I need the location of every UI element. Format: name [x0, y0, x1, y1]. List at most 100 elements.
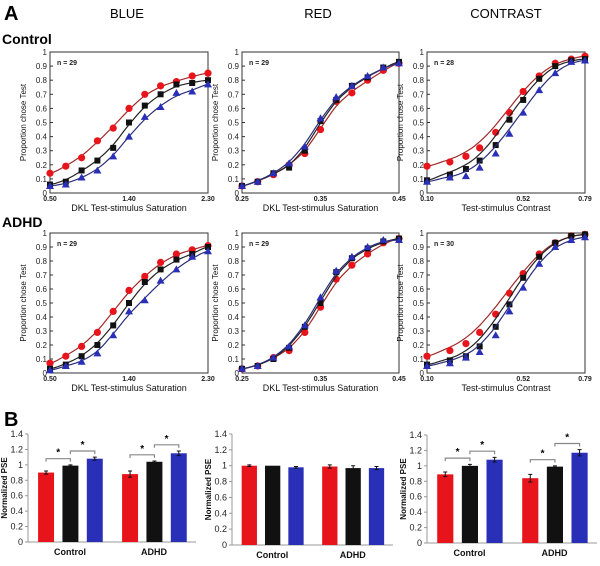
x-axis-label: DKL Test-stimulus Saturation: [263, 203, 379, 213]
significance-bracket: [129, 454, 156, 458]
y-axis-label: Proportion chose Test: [396, 264, 405, 342]
data-point-red: [109, 307, 117, 315]
data-point-black: [157, 266, 164, 273]
x-axis-label: Test-stimulus Contrast: [461, 383, 551, 393]
y-tick-label: 0.5: [413, 299, 425, 308]
sample-size-annotation: n = 29: [249, 60, 269, 67]
y-axis-label: Normalized PSE: [0, 457, 9, 519]
data-point-red: [364, 250, 372, 258]
y-tick-label: 0: [420, 189, 425, 198]
data-point-blue: [172, 88, 181, 96]
y-tick-label: 0.6: [36, 104, 48, 113]
significance-bracket: [469, 450, 496, 455]
bar-blue: [486, 459, 503, 543]
error-bar: [128, 470, 133, 478]
fit-curve-blue: [241, 62, 400, 187]
bar-black: [265, 465, 281, 545]
data-point-blue: [475, 163, 484, 171]
y-tick-label: 0.9: [413, 243, 425, 252]
x-tick-label: 2.30: [201, 196, 215, 203]
significance-bracket: [69, 450, 96, 454]
y-tick-label: 0.5: [36, 299, 48, 308]
data-point-blue: [332, 93, 341, 101]
y-tick-label: 0.4: [36, 133, 48, 142]
y-tick-label: 0.8: [228, 257, 240, 266]
fit-curve-red: [426, 55, 586, 167]
error-bar: [68, 464, 73, 467]
sample-size-annotation: n = 30: [434, 241, 454, 248]
y-tick-label: 0.7: [36, 271, 48, 280]
data-point-red: [446, 158, 454, 166]
y-tick-label: 1.2: [10, 444, 23, 454]
y-tick-label: 0.5: [228, 299, 240, 308]
data-point-red: [46, 169, 54, 177]
y-tick-label: 0.9: [228, 243, 240, 252]
data-point-blue: [188, 252, 197, 260]
data-point-blue: [581, 233, 589, 241]
significance-bracket: [529, 459, 556, 463]
x-tick-label: 0.50: [43, 376, 57, 383]
error-bar: [467, 463, 472, 468]
data-point-black: [286, 164, 293, 171]
data-point-red: [46, 359, 54, 367]
data-point-red: [423, 352, 431, 360]
data-point-black: [110, 144, 117, 151]
data-point-blue: [253, 362, 262, 369]
y-tick-label: 0: [420, 369, 425, 378]
column-title-red: RED: [304, 6, 331, 21]
significance-bracket: [444, 457, 471, 462]
y-tick-label: 0.7: [228, 90, 240, 99]
y-tick-label: 0.6: [228, 104, 240, 113]
data-point-blue: [109, 331, 118, 339]
y-tick-label: 0.6: [10, 491, 23, 501]
data-point-black: [476, 343, 483, 350]
data-point-blue: [300, 142, 309, 150]
y-tick-label: 0.6: [413, 285, 425, 294]
bar-blue: [170, 453, 187, 542]
category-label: ADHD: [340, 550, 366, 560]
y-tick-label: 0.1: [228, 175, 240, 184]
data-point-blue: [172, 265, 181, 273]
data-point-blue: [77, 357, 86, 365]
data-point-blue: [445, 359, 454, 367]
significance-marker: *: [456, 447, 460, 458]
data-point-black: [78, 167, 85, 174]
data-point-red: [462, 340, 470, 348]
y-tick-label: 0.3: [228, 147, 240, 156]
fit-curve-red: [426, 233, 586, 357]
column-title-blue: BLUE: [110, 6, 144, 21]
y-tick-label: 1: [235, 229, 240, 238]
y-tick-label: 0.4: [228, 313, 240, 322]
data-point-blue: [567, 57, 576, 65]
data-point-red: [141, 272, 149, 280]
error-bar: [443, 471, 448, 478]
bar-blue: [86, 458, 103, 542]
data-point-black: [205, 77, 211, 84]
significance-marker: *: [165, 434, 169, 445]
data-point-red: [141, 90, 149, 98]
data-point-blue: [567, 236, 576, 243]
data-point-red: [348, 89, 356, 97]
data-point-red: [301, 328, 309, 336]
data-point-black: [520, 96, 527, 103]
sample-size-annotation: n = 29: [57, 60, 77, 67]
chart-a-adhd-red: 0 0.1 0.2 0.3 0.4 0.5 0.6 0.7 0.8 0.9 1 0.25 0.35 0.4…: [211, 229, 406, 393]
significance-bracket: [45, 458, 72, 462]
y-tick-label: 0.6: [36, 285, 48, 294]
fit-curve-blue: [426, 59, 586, 183]
data-point-black: [536, 75, 543, 82]
data-point-red: [348, 261, 356, 269]
y-tick-label: 0: [417, 538, 422, 548]
y-tick-label: 0.1: [413, 175, 425, 184]
bar-black: [146, 461, 163, 542]
data-point-black: [94, 342, 101, 348]
data-point-red: [157, 258, 165, 266]
x-axis-label: DKL Test-stimulus Saturation: [263, 383, 379, 393]
bar-red: [122, 474, 139, 542]
data-point-blue: [93, 349, 102, 357]
error-bar: [492, 456, 497, 463]
x-tick-label: 0.79: [578, 376, 592, 383]
x-tick-label: 0.52: [516, 196, 530, 203]
y-tick-label: 1: [222, 461, 227, 471]
